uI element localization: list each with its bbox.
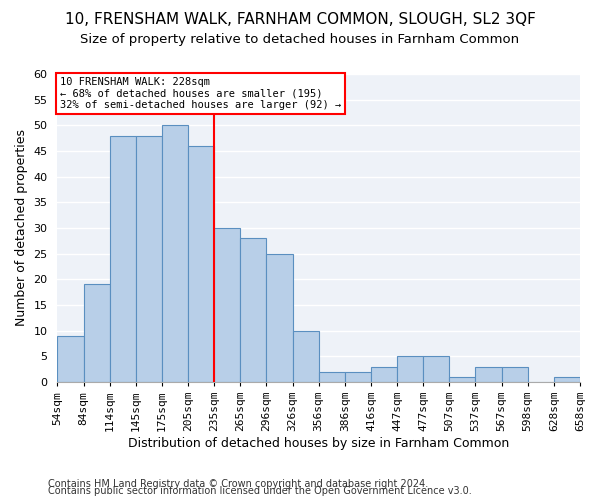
X-axis label: Distribution of detached houses by size in Farnham Common: Distribution of detached houses by size … [128, 437, 509, 450]
Bar [397, 356, 423, 382]
Y-axis label: Number of detached properties: Number of detached properties [15, 130, 28, 326]
Bar [345, 372, 371, 382]
Text: Contains HM Land Registry data © Crown copyright and database right 2024.: Contains HM Land Registry data © Crown c… [48, 479, 428, 489]
Bar [110, 136, 136, 382]
Text: Contains public sector information licensed under the Open Government Licence v3: Contains public sector information licen… [48, 486, 472, 496]
Bar [136, 136, 162, 382]
Bar [162, 126, 188, 382]
Bar [554, 377, 580, 382]
Bar [502, 366, 528, 382]
Bar [423, 356, 449, 382]
Text: Size of property relative to detached houses in Farnham Common: Size of property relative to detached ho… [80, 32, 520, 46]
Bar [188, 146, 214, 382]
Text: 10, FRENSHAM WALK, FARNHAM COMMON, SLOUGH, SL2 3QF: 10, FRENSHAM WALK, FARNHAM COMMON, SLOUG… [65, 12, 535, 28]
Bar [449, 377, 475, 382]
Bar [83, 284, 110, 382]
Bar [214, 228, 241, 382]
Bar [475, 366, 502, 382]
Text: 10 FRENSHAM WALK: 228sqm
← 68% of detached houses are smaller (195)
32% of semi-: 10 FRENSHAM WALK: 228sqm ← 68% of detach… [60, 77, 341, 110]
Bar [241, 238, 266, 382]
Bar [371, 366, 397, 382]
Bar [319, 372, 345, 382]
Bar [266, 254, 293, 382]
Bar [58, 336, 83, 382]
Bar [293, 330, 319, 382]
